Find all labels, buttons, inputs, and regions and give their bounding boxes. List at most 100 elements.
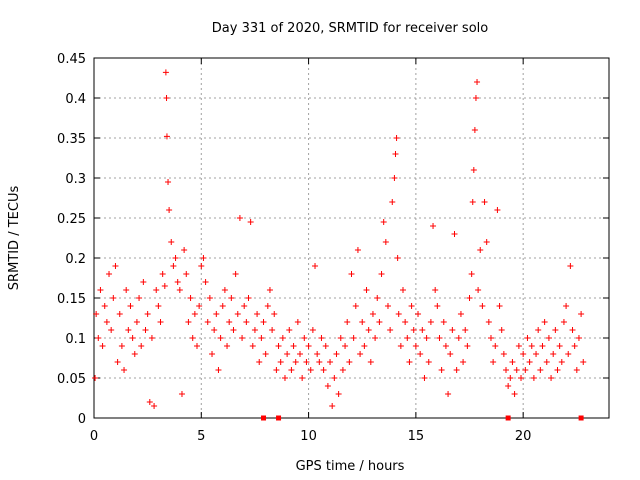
data-point — [305, 343, 312, 349]
x-tick-label: 20 — [515, 429, 532, 444]
data-point — [243, 319, 250, 325]
data-point — [533, 351, 540, 357]
data-point — [556, 343, 563, 349]
data-point — [151, 403, 158, 409]
data-point — [406, 359, 413, 365]
y-tick-label: 0.2 — [65, 252, 86, 267]
data-point — [490, 359, 497, 365]
data-point — [425, 359, 432, 365]
data-point — [219, 303, 226, 309]
data-point — [209, 351, 216, 357]
data-point — [537, 367, 544, 373]
data-point — [447, 351, 454, 357]
y-tick-label: 0.25 — [57, 212, 86, 227]
data-point — [483, 239, 490, 245]
data-point — [560, 319, 567, 325]
data-point — [110, 295, 117, 301]
data-point — [400, 287, 406, 293]
data-point — [404, 335, 411, 341]
data-point — [421, 375, 428, 381]
data-point — [275, 343, 282, 349]
data-point — [580, 359, 587, 365]
data-point — [258, 335, 265, 341]
data-point — [563, 303, 570, 309]
data-point — [357, 351, 364, 357]
data-point — [165, 179, 172, 185]
data-point — [187, 295, 194, 301]
data-point — [359, 319, 366, 325]
x-axis-label: GPS time / hours — [296, 459, 405, 474]
data-point — [118, 343, 125, 349]
data-point — [168, 239, 175, 245]
data-point — [361, 343, 368, 349]
data-point — [125, 327, 132, 333]
data-point — [129, 335, 136, 341]
data-point — [455, 335, 462, 341]
data-point — [264, 303, 271, 309]
data-point — [232, 271, 239, 277]
data-point — [496, 303, 503, 309]
y-tick-label: 0.05 — [57, 372, 86, 387]
data-point — [106, 271, 113, 277]
data-point — [337, 335, 344, 341]
data-point — [172, 255, 179, 261]
data-point — [273, 367, 280, 373]
data-point — [93, 311, 100, 317]
data-point — [271, 311, 278, 317]
data-point — [346, 359, 353, 365]
data-point — [503, 367, 509, 373]
data-point — [434, 303, 441, 309]
data-point — [457, 311, 464, 317]
data-point — [344, 319, 351, 325]
data-point — [170, 263, 177, 269]
data-point — [372, 335, 379, 341]
data-point — [460, 359, 467, 365]
data-point — [157, 319, 164, 325]
data-point — [211, 327, 218, 333]
data-point — [183, 271, 190, 277]
data-point — [419, 327, 426, 333]
x-tick-label: 15 — [408, 429, 425, 444]
data-point — [327, 359, 334, 365]
data-point — [543, 359, 550, 365]
data-point — [333, 351, 340, 357]
gap-markers — [261, 415, 584, 421]
data-point — [123, 287, 130, 293]
data-point — [288, 367, 295, 373]
data-point — [393, 135, 400, 141]
data-point — [392, 151, 399, 157]
y-tick-label: 0.35 — [57, 132, 86, 147]
data-point — [162, 69, 169, 76]
data-point — [262, 351, 269, 357]
data-point — [161, 283, 168, 289]
data-point — [309, 327, 316, 333]
data-point — [365, 327, 372, 333]
data-point — [474, 79, 481, 85]
data-point — [281, 375, 288, 381]
data-point — [312, 263, 319, 269]
data-point — [500, 351, 507, 357]
data-point — [174, 279, 181, 285]
gap-marker — [261, 415, 267, 421]
data-point — [462, 327, 469, 333]
data-point — [466, 295, 473, 301]
data-points — [92, 69, 587, 409]
axis-ticks: 0 0.05 0.1 0.15 0.2 0.25 0.3 0.35 0.4 0.45 0 5 10 15 2… — [57, 52, 609, 444]
data-point — [432, 287, 439, 293]
data-point — [415, 311, 422, 317]
data-point — [445, 391, 452, 397]
data-point — [331, 375, 338, 381]
data-point — [202, 279, 209, 285]
data-point — [350, 335, 357, 341]
data-point — [354, 247, 361, 253]
data-point — [567, 263, 574, 269]
data-point — [423, 335, 430, 341]
data-point — [99, 343, 106, 349]
data-point — [578, 311, 585, 317]
data-point — [481, 199, 488, 205]
data-point — [545, 335, 552, 341]
data-point — [378, 271, 385, 277]
data-point — [155, 303, 162, 309]
x-tick-label: 0 — [90, 429, 98, 444]
x-tick-label: 5 — [197, 429, 205, 444]
